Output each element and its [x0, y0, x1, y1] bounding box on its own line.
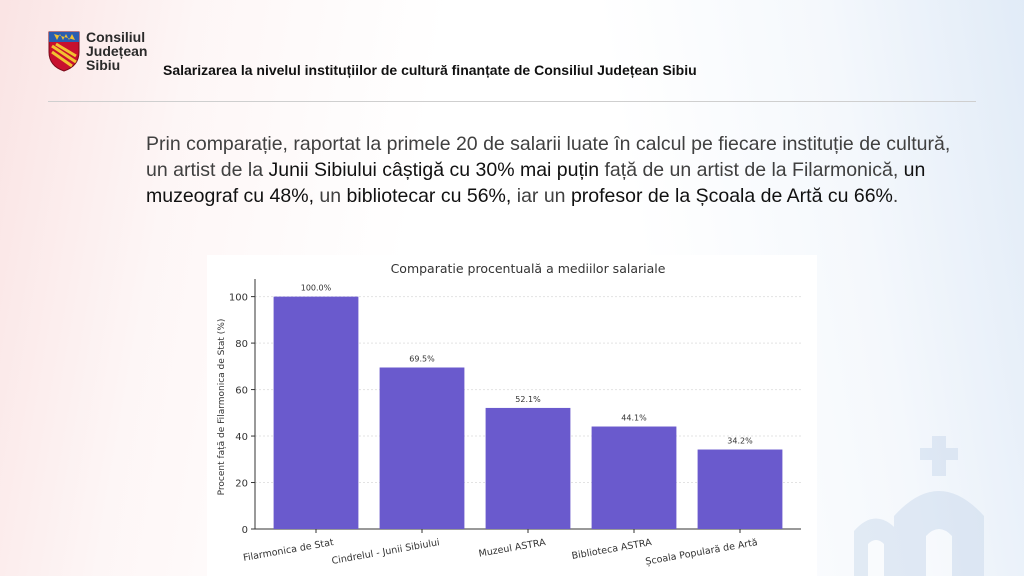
- bar-value-label: 100.0%: [301, 284, 332, 293]
- page-title: Salarizarea la nivelul instituțiilor de …: [163, 62, 697, 78]
- bar-1: [273, 296, 359, 529]
- bar-3: [485, 407, 571, 529]
- logo-line-1: Consiliul: [86, 29, 146, 45]
- y-tick-label: 0: [242, 525, 248, 536]
- x-tick-label: Biblioteca ASTRA: [571, 537, 653, 562]
- bar-2: [379, 367, 465, 529]
- paragraph-text-5: .: [892, 185, 899, 207]
- x-tick-label: Filarmonica de Stat: [242, 537, 334, 564]
- paragraph-text-3: un: [314, 185, 347, 207]
- paragraph-highlight-profesor: profesor de la Școala de Artă cu 66%: [570, 185, 893, 207]
- x-tick-label: Muzeul ASTRA: [478, 537, 547, 560]
- logo-line-3: Sibiu: [86, 57, 121, 73]
- council-logo: Consiliul Județean Sibiu: [48, 30, 147, 72]
- bar-chart: Comparatie procentuală a mediilor salari…: [217, 261, 801, 568]
- paragraph-highlight-bibliotecar: bibliotecar cu 56%,: [346, 185, 512, 207]
- summary-paragraph: Prin comparație, raportat la primele 20 …: [146, 131, 976, 209]
- paragraph-text-4: iar un: [511, 185, 571, 207]
- bar-value-label: 44.1%: [621, 414, 647, 423]
- paragraph-text-1: Prin comparație, raportat la primele 20 …: [146, 133, 951, 181]
- paragraph-highlight-muzeograf: un muzeograf cu 48%,: [146, 159, 926, 207]
- bar-4: [591, 426, 677, 529]
- logo-line-2: Județean: [86, 43, 148, 59]
- y-tick-label: 80: [235, 339, 248, 350]
- coat-of-arms-icon: [48, 31, 80, 72]
- paragraph-highlight-junii: Junii Sibiului câștigă cu 30% mai puțin: [268, 159, 600, 181]
- x-tick-label: Școala Populară de Artă: [645, 537, 759, 568]
- paragraph-text-2: față de un artist de la Filarmonică,: [599, 159, 904, 181]
- bar-5: [697, 449, 783, 529]
- chart-title: Comparatie procentuală a mediilor salari…: [391, 261, 666, 276]
- y-axis-label: Procent față de Filarmonica de Stat (%): [217, 319, 227, 496]
- header-divider: [48, 101, 976, 102]
- y-tick-label: 20: [235, 479, 248, 490]
- church-watermark-icon: [854, 436, 984, 576]
- y-tick-label: 60: [235, 386, 248, 397]
- bar-chart-panel: Comparatie procentuală a mediilor salari…: [207, 255, 817, 576]
- y-tick-label: 100: [229, 293, 248, 304]
- bar-value-label: 69.5%: [409, 354, 435, 363]
- bar-value-label: 34.2%: [727, 437, 753, 446]
- y-tick-label: 40: [235, 432, 248, 443]
- bar-value-label: 52.1%: [515, 395, 541, 404]
- x-tick-label: Cindrelul - Junii Sibiului: [331, 537, 441, 567]
